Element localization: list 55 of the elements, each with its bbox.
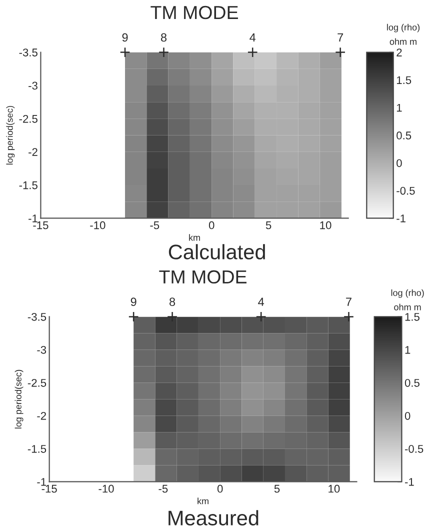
color-bar-label: 0.5 bbox=[404, 378, 420, 387]
color-bar-label: 1.5 bbox=[405, 313, 420, 321]
y-tick-label: -3 bbox=[37, 346, 46, 354]
x-axis-title: km bbox=[198, 498, 208, 504]
x-tick-label: 5 bbox=[274, 484, 280, 493]
y-axis-title: log period(sec) bbox=[14, 370, 24, 428]
y-tick-label: -2 bbox=[37, 412, 46, 420]
text: Calculated bbox=[168, 244, 265, 260]
annotation: 8 bbox=[160, 33, 167, 42]
annotation: 4 bbox=[258, 298, 264, 306]
annotation: 8 bbox=[170, 298, 176, 306]
y-tick-label: -1 bbox=[28, 214, 38, 222]
annotation: 9 bbox=[130, 298, 136, 306]
x-tick-label: 10 bbox=[320, 221, 332, 230]
x-tick-label: 0 bbox=[208, 221, 214, 230]
color-bar-label: 0.5 bbox=[396, 132, 412, 140]
x-tick-label: -10 bbox=[98, 484, 114, 493]
color-bar-label: -1 bbox=[396, 214, 406, 222]
color-bar-label: 1.5 bbox=[396, 76, 412, 84]
y-tick-label: -1 bbox=[37, 478, 46, 486]
y-tick-label: -2.5 bbox=[19, 114, 38, 123]
x-tick-label: 10 bbox=[328, 484, 340, 493]
y-tick-label: -2 bbox=[28, 148, 38, 156]
color-bar-title: log (rho) ohm m bbox=[391, 289, 424, 310]
color-bar-label: -0.5 bbox=[396, 186, 415, 195]
x-tick-label: -15 bbox=[33, 221, 48, 230]
chart-title: TM MODE bbox=[150, 6, 238, 20]
x-tick-label: 5 bbox=[266, 221, 272, 230]
x-axis-title: km bbox=[189, 234, 200, 241]
y-tick-label: -3.5 bbox=[19, 48, 38, 56]
color-bar-label: 2 bbox=[396, 48, 402, 56]
text: Measured bbox=[168, 510, 258, 526]
x-tick-label: -5 bbox=[150, 221, 160, 230]
annotation: 4 bbox=[250, 33, 256, 42]
color-bar-label: -0.5 bbox=[404, 444, 424, 453]
y-tick-label: -1.5 bbox=[28, 445, 46, 453]
y-tick-label: -3.5 bbox=[28, 312, 46, 321]
x-tick-label: 0 bbox=[217, 484, 223, 493]
chart-title: TM MODE bbox=[159, 270, 246, 284]
x-tick-label: -10 bbox=[90, 221, 106, 230]
y-axis-title: log period(sec) bbox=[6, 106, 15, 165]
x-tick-label: -15 bbox=[42, 484, 57, 493]
color-bar-label: 1 bbox=[396, 104, 402, 112]
y-tick-label: -1.5 bbox=[19, 181, 38, 190]
color-bar-label: -1 bbox=[404, 478, 414, 486]
y-tick-label: -2.5 bbox=[28, 378, 46, 387]
annotation: 9 bbox=[122, 33, 128, 42]
color-bar-label: 0 bbox=[404, 412, 410, 420]
annotation: 7 bbox=[338, 33, 344, 42]
y-tick-label: -3 bbox=[28, 82, 38, 90]
x-tick-label: -5 bbox=[158, 484, 168, 493]
color-bar-label: 1 bbox=[405, 346, 410, 354]
color-bar-title: log (rho) ohm m bbox=[387, 24, 420, 45]
color-bar-label: 0 bbox=[396, 159, 402, 168]
annotation: 7 bbox=[346, 298, 352, 306]
